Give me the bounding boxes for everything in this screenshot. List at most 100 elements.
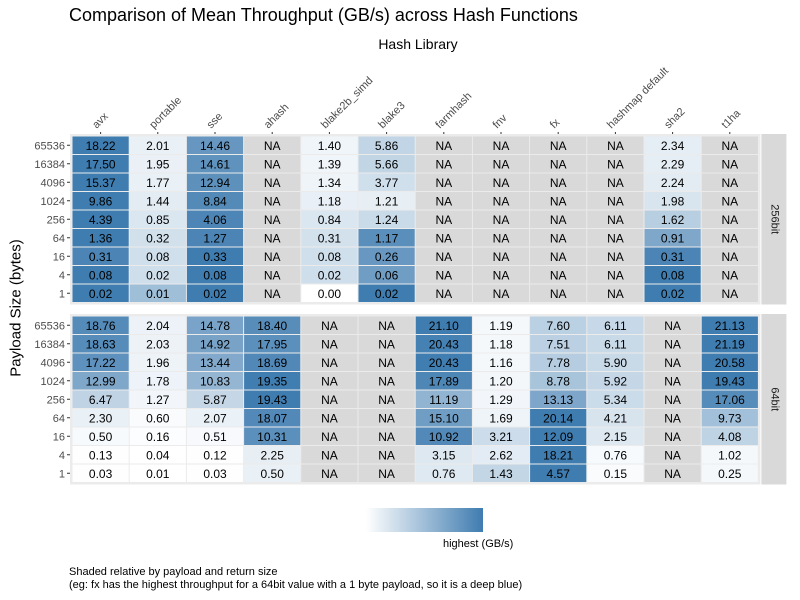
cell-label: 19.43 (715, 374, 745, 388)
heatmap-cell (129, 464, 186, 482)
row-label: 4 (59, 450, 65, 462)
cell-label: 20.14 (543, 411, 573, 425)
heatmap-cell (186, 372, 244, 390)
chart-title: Comparison of Mean Throughput (GB/s) acr… (69, 5, 578, 25)
heatmap-cell (701, 316, 758, 334)
heatmap-cell (186, 210, 244, 228)
cell-label: 0.00 (318, 287, 342, 301)
cell-label: NA (550, 287, 567, 301)
cell-label: 2.15 (604, 430, 628, 444)
cell-label: 2.25 (261, 448, 285, 462)
cell-label: NA (378, 319, 395, 333)
heatmap-cell (72, 464, 129, 482)
heatmap-cell (472, 335, 530, 353)
cell-label: NA (378, 374, 395, 388)
cell-label: 0.25 (718, 467, 742, 481)
heatmap-cell (701, 173, 758, 191)
cell-label: 10.92 (429, 430, 459, 444)
cell-label: NA (321, 430, 338, 444)
cell-label: NA (607, 250, 624, 264)
cell-label: 2.30 (89, 411, 113, 425)
cell-label: 12.99 (86, 374, 116, 388)
cell-label: 13.44 (200, 356, 230, 370)
heatmap-cell (530, 335, 587, 353)
heatmap-cell (587, 316, 644, 334)
heatmap-cell (72, 409, 129, 427)
cell-label: NA (664, 467, 681, 481)
cell-label: 3.15 (432, 448, 456, 462)
cell-label: 0.02 (146, 268, 170, 282)
heatmap-cell (244, 464, 301, 482)
cell-label: 0.03 (89, 467, 113, 481)
row-label: 256 (47, 214, 65, 226)
cell-label: 20.43 (429, 356, 459, 370)
cell-label: NA (664, 374, 681, 388)
cell-label: 6.11 (604, 319, 627, 333)
heatmap-cell (244, 192, 301, 210)
heatmap-cell (587, 353, 644, 371)
cell-label: NA (264, 213, 281, 227)
facet-strip (761, 314, 787, 485)
cell-label: 5.86 (375, 139, 399, 153)
cell-label: NA (493, 194, 510, 208)
cell-label: 1.20 (489, 374, 513, 388)
cell-label: 0.76 (604, 448, 628, 462)
cell-label: 1.27 (203, 231, 227, 245)
heatmap-cell (244, 136, 301, 154)
heatmap-cell (358, 372, 415, 390)
heatmap-cell (301, 173, 358, 191)
heatmap-cell (644, 353, 701, 371)
cell-label: 1.62 (661, 213, 685, 227)
cell-label: NA (550, 268, 567, 282)
heatmap-cell (186, 284, 244, 302)
cell-label: 0.12 (203, 448, 227, 462)
heatmap-cell (644, 173, 701, 191)
cell-label: 1.43 (489, 467, 513, 481)
cell-label: NA (493, 213, 510, 227)
heatmap-cell (301, 390, 358, 408)
cell-label: 0.31 (318, 231, 342, 245)
cell-label: NA (435, 287, 452, 301)
cell-label: 1.24 (375, 213, 399, 227)
cell-label: 0.08 (89, 268, 113, 282)
heatmap-cell (472, 446, 530, 464)
cell-label: 9.73 (718, 411, 742, 425)
cell-label: 0.02 (89, 287, 113, 301)
heatmap-cell (701, 409, 758, 427)
cell-label: 0.15 (604, 467, 628, 481)
heatmap-cell (129, 446, 186, 464)
heatmap-cell (415, 353, 472, 371)
heatmap-cell (358, 409, 415, 427)
heatmap-cell (472, 316, 530, 334)
cell-label: NA (607, 213, 624, 227)
heatmap-cell (530, 427, 587, 445)
heatmap-cell (587, 390, 644, 408)
cell-label: 18.22 (86, 139, 116, 153)
heatmap-cell (244, 284, 301, 302)
cell-label: 21.19 (715, 337, 745, 351)
heatmap-cell (587, 464, 644, 482)
heatmap-cell (301, 155, 358, 173)
heatmap-cell (72, 266, 129, 284)
cell-label: NA (607, 139, 624, 153)
cell-label: 10.31 (257, 430, 287, 444)
cell-label: 1.40 (318, 139, 342, 153)
heatmap-cell (72, 229, 129, 247)
cell-label: 1.77 (146, 176, 170, 190)
cell-label: NA (721, 231, 738, 245)
heatmap-cell (358, 335, 415, 353)
cell-label: 8.84 (203, 194, 227, 208)
heatmap-cell (186, 155, 244, 173)
cell-label: 0.84 (318, 213, 342, 227)
heatmap-cell (358, 192, 415, 210)
cell-label: 14.92 (200, 337, 230, 351)
heatmap-cell (129, 210, 186, 228)
cell-label: 15.10 (429, 411, 459, 425)
row-label: 1024 (41, 376, 65, 388)
heatmap-cell (530, 266, 587, 284)
cell-label: NA (264, 250, 281, 264)
heatmap-cell (701, 192, 758, 210)
heatmap-cell (701, 372, 758, 390)
heatmap-cell (186, 409, 244, 427)
heatmap-cell (244, 335, 301, 353)
